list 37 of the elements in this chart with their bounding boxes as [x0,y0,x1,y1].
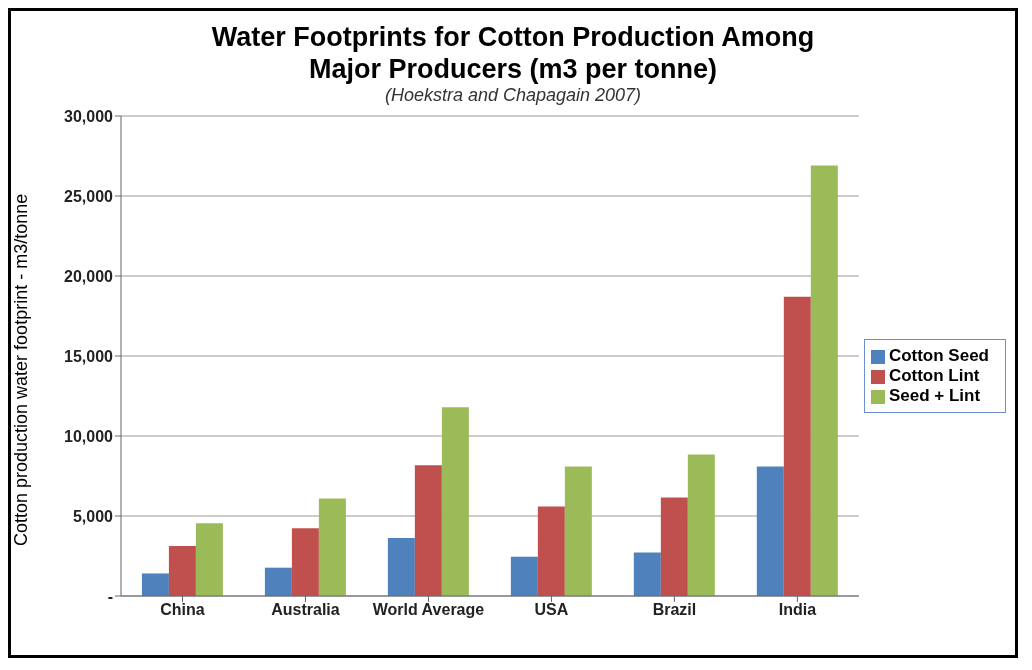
bar [510,556,538,596]
bar [564,466,592,596]
bar [141,573,169,596]
x-tick-label: India [778,601,817,619]
bar [756,466,784,596]
bar [168,546,196,596]
y-tick-label: 15,000 [64,347,114,365]
bar [687,454,715,596]
y-tick-label: 30,000 [64,107,114,125]
chart-title: Water Footprints for Cotton Production Among Major Producers (m3 per tonne) [210,21,816,85]
x-tick-label: World Average [372,601,485,619]
bar [810,165,838,596]
x-tick-label: Brazil [652,601,697,619]
x-tick-label: China [160,601,205,619]
y-tick-label: 5,000 [72,507,114,525]
bar [291,528,319,596]
chart-subtitle: (Hoekstra and Chapagain 2007) [383,85,643,106]
bar [633,552,661,596]
y-axis-title: Cotton production water footprint - m3/tonne [11,193,32,546]
x-tick-label: USA [534,601,569,619]
legend-label: Cotton Seed [888,346,989,365]
bar [387,537,415,596]
x-tick-label: Australia [271,601,340,619]
legend-label: Seed + Lint [888,386,981,405]
bar [783,296,811,596]
bar [264,567,292,596]
legend-label: Cotton Lint [888,366,980,385]
bar [660,497,688,596]
bar [318,498,346,596]
bar [537,506,565,596]
bar [195,523,223,596]
y-tick-label: 10,000 [64,427,114,445]
bar [441,407,469,596]
y-tick-label: 20,000 [64,267,114,285]
y-tick-label: - [107,587,113,605]
bar [414,465,442,596]
y-tick-label: 25,000 [64,187,114,205]
